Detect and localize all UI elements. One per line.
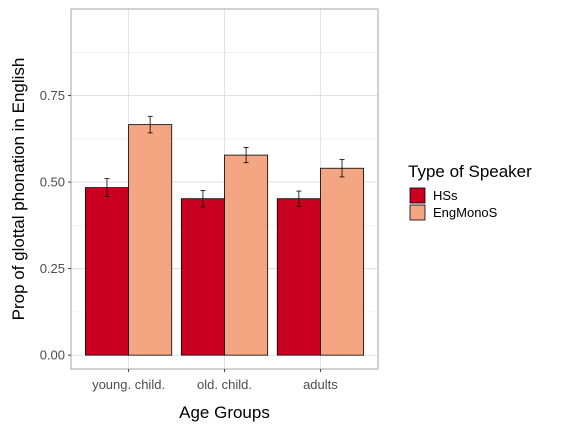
error-bar-hss-0 xyxy=(104,178,110,198)
legend-label: EngMonoS xyxy=(433,205,498,220)
bar-engmonos-0 xyxy=(128,124,173,356)
legend: Type of Speaker HSs EngMonoS xyxy=(408,162,532,221)
error-bars xyxy=(104,115,345,208)
y-tick-label: 0.75 xyxy=(40,88,65,103)
x-tick-label: young. child. xyxy=(92,377,165,392)
error-bar-engmonos-0 xyxy=(147,115,153,134)
x-axis-title: Age Groups xyxy=(179,403,270,422)
error-bar-engmonos-2 xyxy=(339,159,345,178)
y-tick-label: 0.50 xyxy=(40,175,65,190)
error-bar-engmonos-1 xyxy=(243,147,249,164)
error-bar-hss-1 xyxy=(200,189,206,208)
bar-hss-2 xyxy=(276,198,321,356)
bar-engmonos-1 xyxy=(224,154,269,356)
x-axis-ticks: young. child. old. child. adults xyxy=(92,369,338,392)
legend-title: Type of Speaker xyxy=(408,162,532,181)
bars xyxy=(84,124,365,356)
error-bar-hss-2 xyxy=(296,190,302,207)
legend-label: HSs xyxy=(433,188,458,203)
legend-key xyxy=(409,204,426,221)
bar-hss-1 xyxy=(180,198,225,356)
legend-item-hss: HSs xyxy=(409,187,458,204)
y-tick-label: 0.25 xyxy=(40,261,65,276)
legend-key xyxy=(409,187,426,204)
y-tick-label: 0.00 xyxy=(40,348,65,363)
legend-item-engmonos: EngMonoS xyxy=(409,204,498,221)
x-tick-label: old. child. xyxy=(197,377,252,392)
y-axis-ticks: 0.00 0.25 0.50 0.75 xyxy=(40,88,71,363)
y-axis-title: Prop of glottal phonation in English xyxy=(9,58,28,321)
bar-hss-0 xyxy=(84,187,129,356)
bar-engmonos-2 xyxy=(320,167,365,356)
x-tick-label: adults xyxy=(303,377,338,392)
